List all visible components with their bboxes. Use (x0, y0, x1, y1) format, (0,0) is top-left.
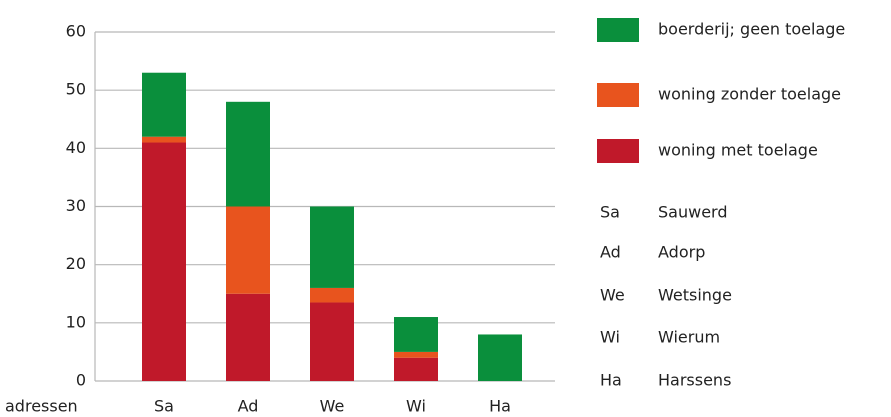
abbreviation-name: Wetsinge (658, 286, 732, 305)
abbreviation-name: Wierum (658, 328, 720, 347)
bar-segment (310, 287, 354, 303)
legend-label: woning zonder toelage (658, 85, 841, 104)
y-tick-label: 0 (76, 371, 86, 390)
bar-segment (226, 293, 270, 381)
bar-segment (394, 351, 438, 358)
y-tick-label: 50 (66, 80, 86, 99)
abbreviation-name: Adorp (658, 243, 705, 262)
y-tick-label: 60 (66, 22, 86, 41)
y-tick-label: 40 (66, 138, 86, 157)
legend-label: woning met toelage (658, 141, 818, 160)
bar-segment (394, 317, 438, 352)
bar-segment (142, 136, 186, 143)
bar-segment (478, 334, 522, 381)
abbreviation-code: We (600, 286, 625, 305)
legend-swatch (597, 83, 639, 107)
bar-segment (142, 72, 186, 137)
legend-label: boerderij; geen toelage (658, 20, 845, 39)
abbreviation-code: Ad (600, 243, 621, 262)
legend-swatch (597, 18, 639, 42)
y-tick-label: 30 (66, 196, 86, 215)
bar-segment (226, 101, 270, 207)
x-tick-label: Wi (406, 397, 426, 416)
y-tick-label: 20 (66, 254, 86, 273)
bar-segment (310, 302, 354, 381)
x-axis-label: adressen (5, 397, 78, 416)
x-tick-label: We (320, 397, 345, 416)
bar-segment (226, 206, 270, 294)
bar-segment (142, 142, 186, 381)
y-tick-label: 10 (66, 312, 86, 331)
x-tick-label: Ad (238, 397, 259, 416)
abbreviation-code: Wi (600, 328, 620, 347)
legend-swatch (597, 139, 639, 163)
abbreviation-name: Sauwerd (658, 203, 727, 222)
abbreviation-code: Sa (600, 203, 620, 222)
abbreviation-name: Harssens (658, 371, 731, 390)
x-tick-label: Ha (489, 397, 511, 416)
bar-segment (310, 206, 354, 288)
x-tick-label: Sa (154, 397, 174, 416)
abbreviation-code: Ha (600, 371, 622, 390)
bar-segment (394, 357, 438, 381)
